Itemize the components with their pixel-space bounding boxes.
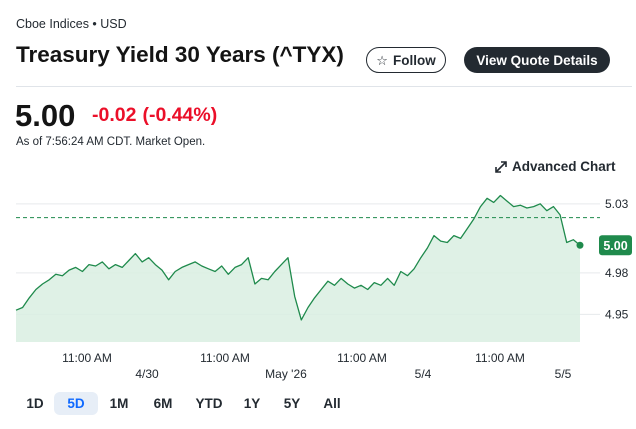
range-ytd[interactable]: YTD: [195, 396, 223, 411]
price-change: -0.02 (-0.44%): [92, 104, 217, 127]
change-value: -0.02: [92, 104, 137, 126]
x-time-label: 11:00 AM: [475, 351, 525, 365]
x-date-label: May '26: [265, 367, 307, 381]
range-selector: 1D 5D 1M 6M YTD 1Y 5Y All: [16, 392, 352, 415]
advanced-chart-link[interactable]: Advanced Chart: [495, 159, 616, 174]
y-axis-ticks: 5.03 4.98 4.95: [605, 197, 629, 322]
page-title: Treasury Yield 30 Years (^TYX): [16, 42, 344, 67]
badge-background: [599, 235, 632, 256]
current-price: 5.00: [15, 98, 76, 133]
range-all[interactable]: All: [323, 396, 341, 411]
range-1d[interactable]: 1D: [26, 396, 44, 411]
y-tick-label: 4.98: [605, 266, 629, 280]
expand-icon: [495, 160, 507, 173]
view-quote-details-button[interactable]: View Quote Details: [464, 47, 610, 73]
follow-label: Follow: [392, 52, 436, 68]
chart-area: [16, 195, 580, 342]
range-1y[interactable]: 1Y: [243, 396, 261, 411]
x-date-label: 5/5: [555, 367, 572, 381]
header-divider: [16, 86, 632, 87]
market-status: As of 7:56:24 AM CDT. Market Open.: [16, 136, 206, 148]
advanced-chart-label: Advanced Chart: [512, 159, 616, 174]
x-date-label: 5/4: [415, 367, 432, 381]
exchange-label: Cboe Indices • USD: [16, 17, 127, 31]
star-icon: ☆: [376, 52, 388, 68]
follow-button[interactable]: ☆ Follow: [366, 47, 446, 73]
x-axis-ticks: 11:00 AM 11:00 AM 11:00 AM 11:00 AM 4/30 May …: [62, 351, 572, 381]
range-1m[interactable]: 1M: [109, 396, 129, 411]
range-5y[interactable]: 5Y: [283, 396, 301, 411]
range-5d[interactable]: 5D: [54, 392, 98, 415]
x-date-label: 4/30: [135, 367, 159, 381]
y-tick-label: 5.03: [605, 197, 629, 211]
current-value-badge: 5.00: [599, 235, 632, 256]
range-6m[interactable]: 6M: [153, 396, 173, 411]
x-time-label: 11:00 AM: [337, 351, 387, 365]
change-percent: (-0.44%): [142, 104, 218, 126]
badge-value: 5.00: [603, 239, 627, 253]
current-value-dot: [576, 241, 584, 249]
x-time-label: 11:00 AM: [62, 351, 112, 365]
x-time-label: 11:00 AM: [200, 351, 250, 365]
y-tick-label: 4.95: [605, 307, 629, 321]
chart-line: [15, 194, 581, 321]
